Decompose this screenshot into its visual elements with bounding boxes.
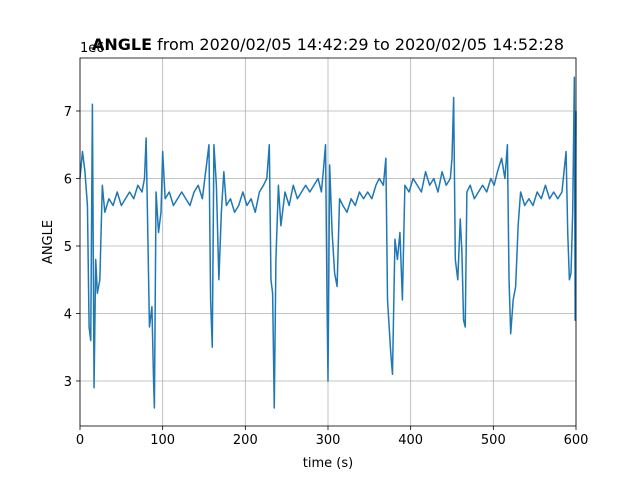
y-tick-label: 4 [64,307,72,322]
title-bold: ANGLE [92,35,152,54]
chart-title: ANGLE from 2020/02/05 14:42:29 to 2020/0… [92,35,564,54]
y-axis-label: ANGLE [41,220,56,264]
y-tick-label: 6 [64,172,72,187]
y-offset-label: 1e6 [80,41,105,56]
x-tick-label: 400 [398,433,423,448]
y-tick-label: 5 [64,240,72,255]
x-tick-label: 600 [564,433,589,448]
x-tick-label: 500 [481,433,506,448]
x-tick-label: 0 [76,433,84,448]
x-tick-label: 300 [316,433,341,448]
y-tick-label: 7 [64,105,72,120]
title-rest: from 2020/02/05 14:42:29 to 2020/02/05 1… [157,35,564,54]
x-axis-label: time (s) [303,456,353,471]
x-tick-label: 100 [150,433,175,448]
data-line [79,76,577,409]
plot-frame [79,57,577,427]
x-tick-label: 200 [233,433,258,448]
y-tick-label: 3 [64,375,72,390]
